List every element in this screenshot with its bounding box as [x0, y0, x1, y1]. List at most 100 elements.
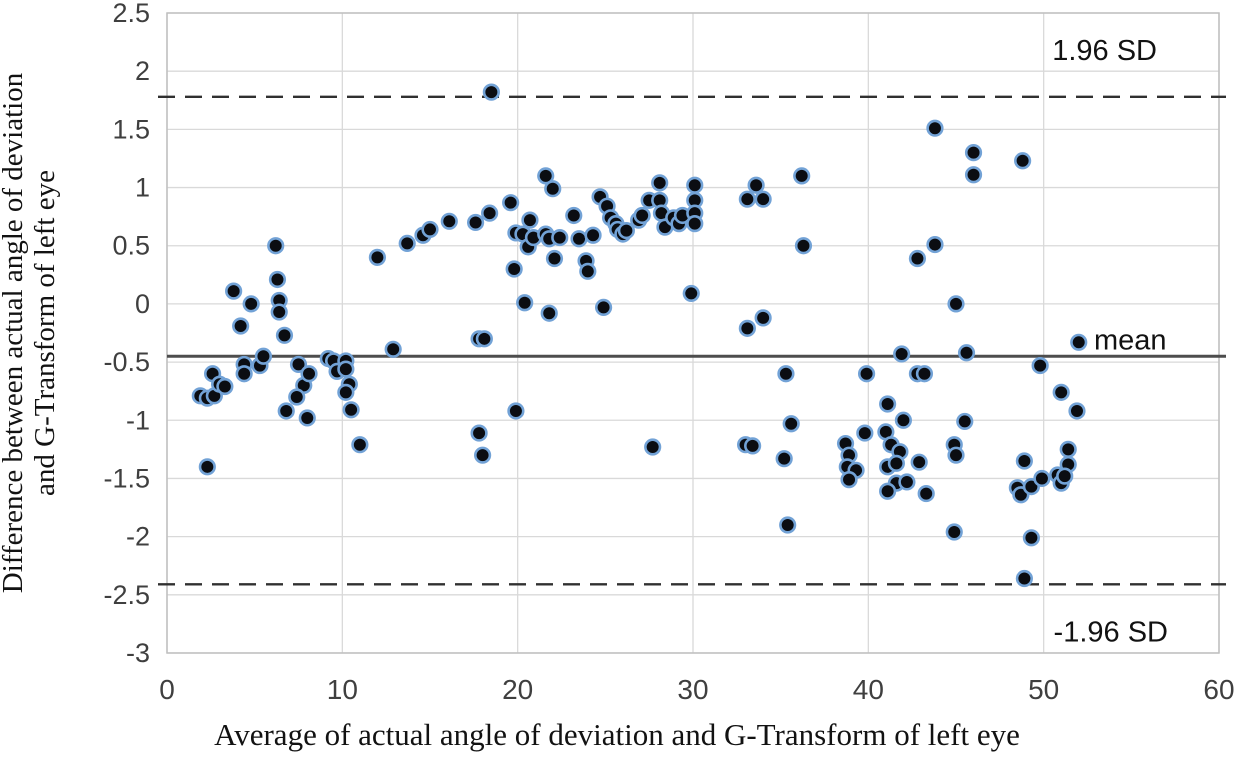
- data-point: [584, 226, 602, 244]
- data-point: [275, 326, 294, 344]
- data-point: [505, 260, 523, 278]
- tick-labels-layer: 2.5 2 1.5 1 0.5 0 -0.5 -1 -1.5 -2 -2.5 -3 0 10 20 30 40 5…: [103, 0, 1234, 705]
- data-point: [342, 401, 360, 419]
- y-tick-label: 0: [135, 289, 150, 319]
- data-point: [579, 262, 597, 280]
- data-point: [945, 523, 963, 541]
- data-point: [440, 212, 458, 230]
- x-tick-label: 50: [1028, 674, 1059, 705]
- data-point: [893, 345, 911, 363]
- data-point: [879, 395, 897, 413]
- data-point: [351, 436, 369, 454]
- plot-border: [166, 12, 1220, 654]
- data-point: [502, 194, 520, 212]
- x-tick-label: 0: [159, 674, 175, 705]
- y-tick-label: -3: [126, 638, 150, 668]
- data-point: [421, 220, 439, 239]
- data-point: [894, 411, 913, 429]
- data-point: [856, 424, 874, 442]
- data-point: [537, 167, 555, 185]
- y-tick-label: -2: [126, 522, 150, 552]
- data-point: [1068, 402, 1086, 420]
- data-point: [887, 454, 905, 472]
- y-axis-title-line2: and G-Transform of left eye: [29, 170, 61, 496]
- data-point: [744, 437, 762, 455]
- data-point: [779, 516, 797, 534]
- data-point: [794, 237, 813, 255]
- data-point: [288, 388, 306, 406]
- y-tick-label: -1: [126, 405, 150, 435]
- data-point: [754, 309, 772, 327]
- y-tick-label: 2: [135, 56, 150, 86]
- data-point: [651, 174, 669, 192]
- data-point: [879, 482, 897, 500]
- data-point: [738, 190, 756, 208]
- data-point: [947, 295, 965, 313]
- reference-lines-layer: [158, 95, 1226, 586]
- data-point: [235, 365, 253, 383]
- data-point: [551, 228, 569, 247]
- data-point: [254, 347, 273, 365]
- data-point: [300, 365, 318, 383]
- data-point: [777, 365, 795, 383]
- data-point: [857, 365, 876, 383]
- x-tick-label: 20: [502, 674, 533, 705]
- data-point: [964, 144, 983, 162]
- data-point: [507, 402, 525, 420]
- data-point: [633, 206, 651, 225]
- data-point: [225, 282, 243, 300]
- data-point: [398, 234, 416, 252]
- x-tick-label: 40: [853, 674, 884, 705]
- data-point: [544, 180, 562, 198]
- data-point: [570, 230, 588, 248]
- data-point: [957, 344, 976, 362]
- reference-line-label: -1.96 SD: [1054, 616, 1168, 648]
- data-point: [267, 237, 285, 255]
- data-point: [545, 249, 564, 268]
- data-point: [644, 438, 662, 456]
- data-point: [242, 295, 260, 313]
- data-point: [521, 211, 539, 229]
- data-point: [747, 176, 765, 194]
- data-point: [298, 409, 316, 427]
- data-point: [775, 450, 793, 468]
- data-points-layer: [191, 83, 1088, 588]
- annotations-layer: 1.96 SD mean -1.96 SD: [1052, 35, 1168, 649]
- y-tick-label: 1.5: [112, 114, 150, 144]
- data-point: [1015, 452, 1033, 470]
- reference-line-label: mean: [1094, 324, 1167, 356]
- data-point: [268, 270, 287, 289]
- data-point: [926, 119, 944, 137]
- data-point: [594, 298, 613, 317]
- data-point: [277, 402, 295, 420]
- data-point: [1070, 333, 1088, 351]
- data-point: [337, 360, 355, 378]
- y-tick-label: 2.5: [112, 0, 150, 28]
- data-point: [915, 365, 934, 383]
- y-tick-label: -0.5: [103, 347, 150, 377]
- data-point: [1052, 383, 1070, 401]
- data-point: [682, 284, 700, 303]
- data-point: [540, 304, 558, 322]
- data-point: [947, 446, 965, 464]
- data-point: [1033, 469, 1051, 488]
- data-point: [198, 458, 216, 476]
- data-point: [481, 204, 499, 222]
- data-point: [368, 248, 387, 266]
- data-point: [964, 166, 983, 184]
- y-tick-label: 1: [135, 173, 150, 203]
- data-point: [232, 317, 250, 335]
- data-point: [216, 377, 234, 396]
- y-tick-label: -1.5: [103, 463, 150, 493]
- data-point: [617, 222, 635, 240]
- data-point: [1022, 529, 1040, 547]
- gridlines-layer: [166, 12, 1220, 654]
- y-tick-label: -2.5: [103, 580, 150, 610]
- reference-line-label: 1.96 SD: [1052, 35, 1157, 67]
- x-axis-title: Average of actual angle of deviation and…: [214, 717, 1020, 752]
- data-point: [516, 294, 534, 312]
- x-tick-label: 60: [1203, 674, 1234, 705]
- data-point: [956, 412, 974, 431]
- data-point: [565, 206, 583, 225]
